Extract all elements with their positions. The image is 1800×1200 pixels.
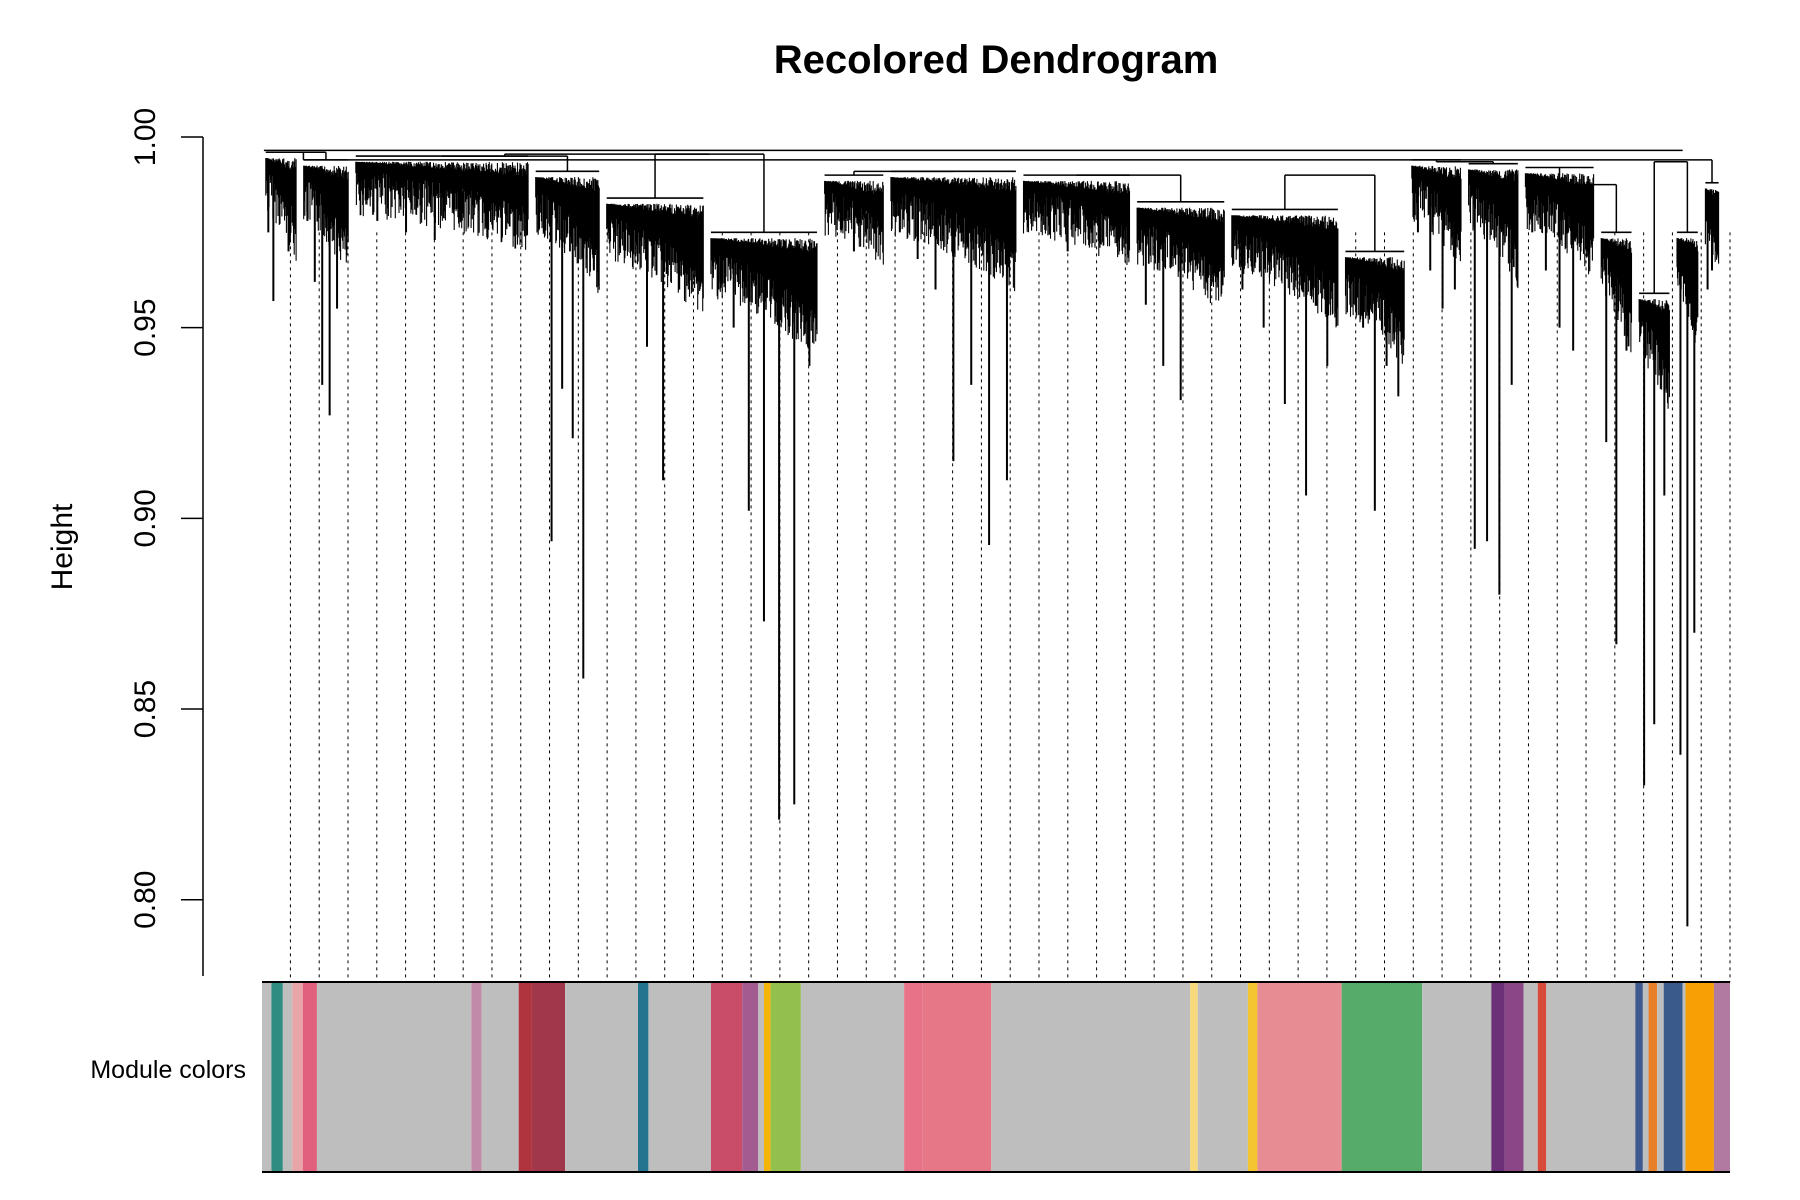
module-color-segment	[1663, 982, 1683, 1172]
module-color-segment	[1257, 982, 1342, 1172]
merge-link	[853, 170, 954, 176]
module-color-segment	[1537, 982, 1547, 1172]
leaf-bundle	[535, 177, 600, 293]
module-color-band	[262, 981, 1730, 1173]
module-color-segment	[262, 982, 272, 1172]
module-color-segment	[1491, 982, 1505, 1172]
y-tick-label: 0.85	[129, 680, 162, 738]
module-color-segment	[471, 982, 482, 1172]
dendrogram-cluster	[890, 170, 1017, 546]
leaf-bundle	[1411, 165, 1462, 262]
dendrogram-cluster	[710, 231, 818, 820]
module-color-segment	[1341, 982, 1423, 1172]
module-color-segment	[770, 982, 801, 1172]
y-tick-label: 0.90	[129, 489, 162, 547]
dendrogram-cluster	[1638, 292, 1670, 786]
module-color-segment	[271, 982, 283, 1172]
dendrogram-cluster	[1022, 174, 1131, 265]
dendrogram-cluster	[355, 155, 529, 250]
dendrogram-cluster	[303, 159, 349, 416]
module-color-segment	[758, 982, 764, 1172]
module-color-segment	[316, 982, 472, 1172]
merge-link	[1284, 174, 1376, 252]
leaf-bundle	[1600, 238, 1633, 353]
module-color-segment	[1197, 982, 1248, 1172]
module-color-segment	[710, 982, 743, 1172]
module-color-segment	[1523, 982, 1538, 1172]
module-color-segment	[1190, 982, 1198, 1172]
module-color-segment	[518, 982, 532, 1172]
leaf-bundle	[1022, 180, 1131, 265]
module-color-segment	[1657, 982, 1664, 1172]
module-color-segment	[282, 982, 293, 1172]
y-axis-label: Height	[46, 503, 79, 590]
leaf-bundle	[1638, 299, 1670, 409]
dendrogram-cluster	[606, 197, 704, 481]
y-axis: 0.80 0.85 0.90 0.95 1.00	[129, 108, 204, 976]
module-color-segment	[531, 982, 566, 1172]
module-color-segment	[742, 982, 759, 1172]
module-colors-label: Module colors	[90, 1056, 246, 1084]
module-color-segment	[1247, 982, 1258, 1172]
module-color-segment	[800, 982, 905, 1172]
module-color-segment	[302, 982, 317, 1172]
dendrogram-cluster	[265, 151, 297, 301]
leaf-bundle	[265, 158, 297, 261]
module-color-segment	[1546, 982, 1636, 1172]
cut-lines	[289, 232, 1731, 982]
module-color-segment	[904, 982, 923, 1172]
module-color-segment	[1642, 982, 1649, 1172]
module-color-segment	[1648, 982, 1658, 1172]
module-color-segment	[1422, 982, 1492, 1172]
dendrogram-cluster	[1468, 162, 1519, 595]
dendrogram-tree	[263, 149, 1720, 927]
merge-link	[302, 152, 1713, 183]
dendrogram-cluster	[1136, 201, 1225, 401]
module-color-segment	[1682, 982, 1686, 1172]
dendrogram-cluster	[1600, 231, 1633, 645]
leaf-bundle	[355, 161, 529, 250]
module-color-segment	[1504, 982, 1524, 1172]
module-color-segment	[648, 982, 711, 1172]
module-color-segment	[763, 982, 771, 1172]
y-tick-label: 1.00	[129, 108, 162, 166]
dendrogram-cluster	[824, 174, 884, 265]
module-color-segment	[565, 982, 638, 1172]
dendrogram-cluster	[1676, 231, 1699, 927]
chart-title: Recolored Dendrogram	[774, 38, 1219, 82]
module-color-segment	[1713, 982, 1730, 1172]
merge-link	[1558, 167, 1618, 233]
merge-link	[1076, 174, 1182, 202]
dendrogram-cluster	[1411, 159, 1462, 309]
module-color-segment	[1685, 982, 1714, 1172]
module-color-segment	[991, 982, 1191, 1172]
dendrogram-cluster	[1524, 166, 1595, 351]
dendrogram-cluster	[1704, 181, 1720, 290]
leaf-bundle	[1468, 169, 1519, 289]
merge-link	[503, 153, 710, 157]
leaf-bundle	[303, 165, 349, 263]
dendrogram-cluster	[1344, 250, 1405, 511]
y-tick-label: 0.80	[129, 871, 162, 929]
module-color-segment	[922, 982, 992, 1172]
module-color-segment	[1635, 982, 1643, 1172]
dendrogram-cluster	[535, 170, 600, 679]
y-tick-label: 0.95	[129, 298, 162, 356]
module-color-segment	[481, 982, 519, 1172]
module-color-segment	[292, 982, 303, 1172]
dendrogram-cluster	[1231, 208, 1339, 496]
merge-link	[1653, 161, 1689, 294]
module-color-segment	[637, 982, 649, 1172]
leaf-bundle	[606, 203, 704, 312]
